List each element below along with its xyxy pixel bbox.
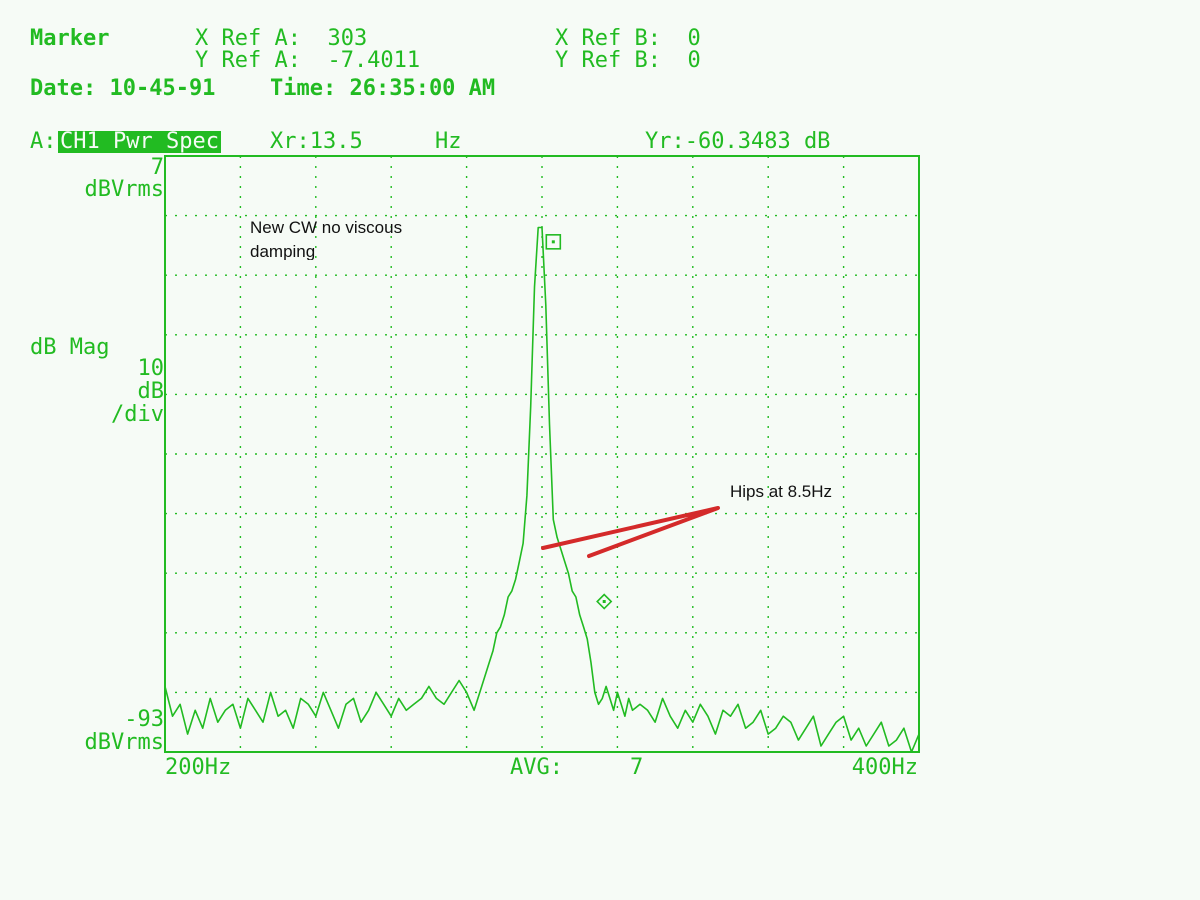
marker-a-square <box>545 234 562 250</box>
x-start-label: 200Hz <box>165 755 232 780</box>
annotation-arrow <box>541 506 720 558</box>
time-readout: Time: 26:35:00 AM <box>270 76 496 101</box>
y-bottom-unit: dBVrms <box>84 730 164 755</box>
y-mode-label: dB Mag <box>30 335 110 360</box>
avg-value: 7 <box>630 755 644 780</box>
annotation-hips: Hips at 8.5Hz <box>730 482 833 501</box>
annotation-note: New CW no viscous damping <box>250 218 403 260</box>
y-scale-value: 10 <box>137 356 165 381</box>
marker-b-diamond <box>596 593 613 610</box>
spectrum-trace <box>164 226 920 753</box>
date-readout: Date: 10-45-91 <box>30 76 216 101</box>
hips-pointer-line <box>541 506 720 558</box>
marker-b-dot <box>602 600 606 604</box>
y-scale-unit: dB <box>137 379 165 404</box>
avg-label: AVG: <box>510 755 563 780</box>
x-readout: Xr:13.5 <box>270 129 363 154</box>
x-end-label: 400Hz <box>851 755 918 780</box>
marker-a-dot <box>551 240 555 244</box>
x-ref-b: X Ref B: 0 <box>555 26 701 51</box>
marker-label: Marker <box>30 26 110 51</box>
x-ref-a: X Ref A: 303 <box>195 26 368 51</box>
y-ref-a: Y Ref A: -7.4011 <box>195 48 421 73</box>
trace-name-badge[interactable]: CH1 Pwr Spec <box>58 129 221 154</box>
y-ref-b: Y Ref B: 0 <box>555 48 701 73</box>
y-scale-per: /div <box>111 402 164 427</box>
y-top-value: 7 <box>150 155 164 180</box>
marker-layer <box>545 234 613 610</box>
y-bottom-value: -93 <box>124 707 164 732</box>
y-readout: Yr:-60.3483 dB <box>645 129 831 154</box>
channel-prefix: A: <box>30 129 57 154</box>
y-top-unit: dBVrms <box>84 177 164 202</box>
x-readout-unit: Hz <box>435 129 462 154</box>
plot-frame <box>164 155 920 753</box>
